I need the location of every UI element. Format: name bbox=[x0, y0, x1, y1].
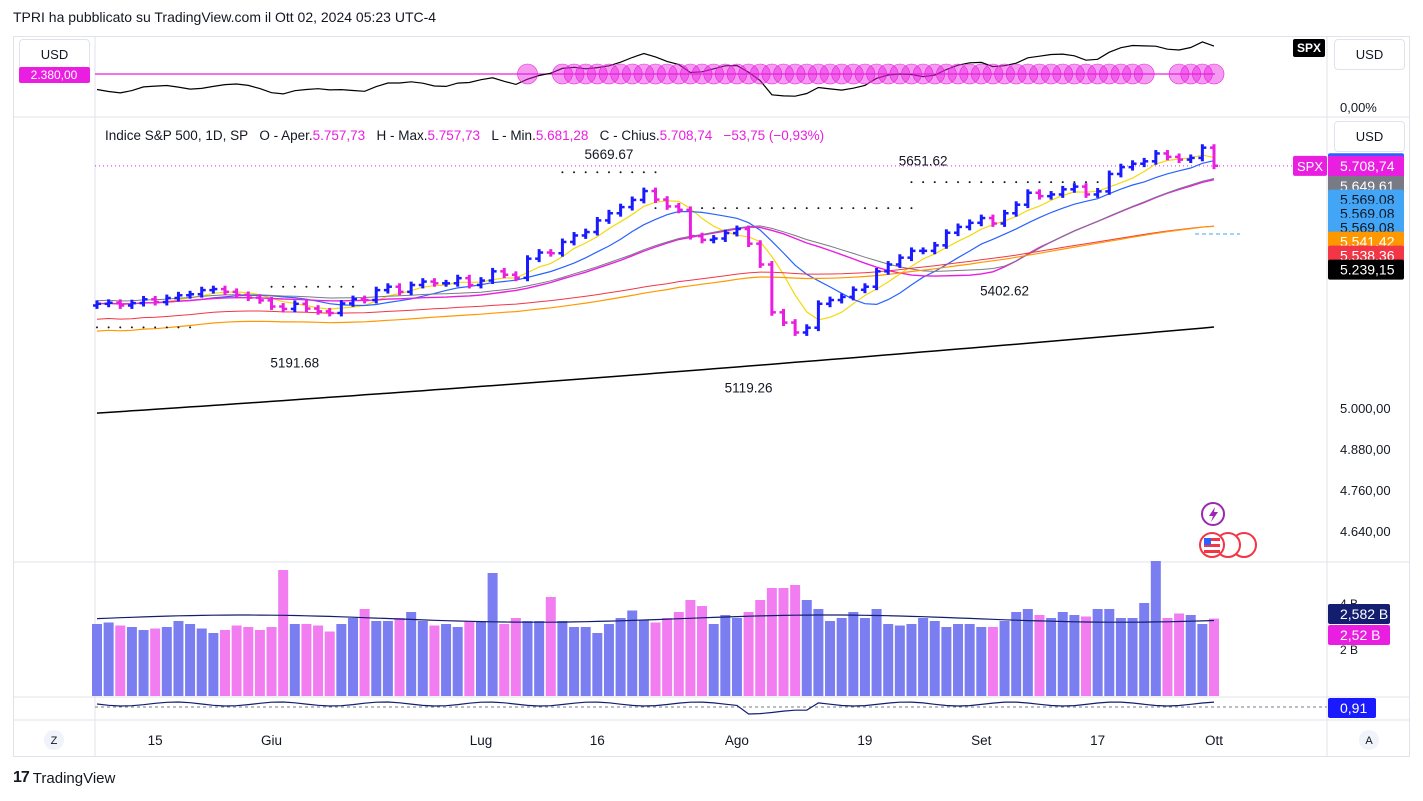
legend-high: 5.757,73 bbox=[427, 128, 481, 143]
footer-brand[interactable]: 17 TradingView bbox=[13, 769, 115, 787]
currency-button-left[interactable]: USD bbox=[19, 39, 90, 70]
ohlc-legend: Indice S&P 500, 1D, SP O - Aper.5.757,73… bbox=[105, 128, 824, 143]
currency-button-main[interactable]: USD bbox=[1334, 121, 1405, 152]
legend-name: Indice S&P 500, 1D, SP bbox=[105, 128, 249, 143]
legend-close: 5.708,74 bbox=[659, 128, 713, 143]
legend-high-label: H - Max. bbox=[376, 128, 428, 143]
brand-name: TradingView bbox=[32, 769, 116, 787]
legend-change: −53,75 (−0,93%) bbox=[723, 128, 825, 143]
legend-low-label: L - Min. bbox=[491, 128, 536, 143]
tradingview-logo-icon: 17 bbox=[13, 769, 30, 786]
legend-open-label: O - Aper. bbox=[259, 128, 313, 143]
legend-close-label: C - Chius. bbox=[599, 128, 660, 143]
chart-frame bbox=[13, 36, 1410, 757]
legend-low: 5.681,28 bbox=[535, 128, 589, 143]
publish-info: TPRI ha pubblicato su TradingView.com il… bbox=[13, 9, 437, 25]
currency-button-top[interactable]: USD bbox=[1334, 39, 1405, 70]
legend-open: 5.757,73 bbox=[312, 128, 366, 143]
